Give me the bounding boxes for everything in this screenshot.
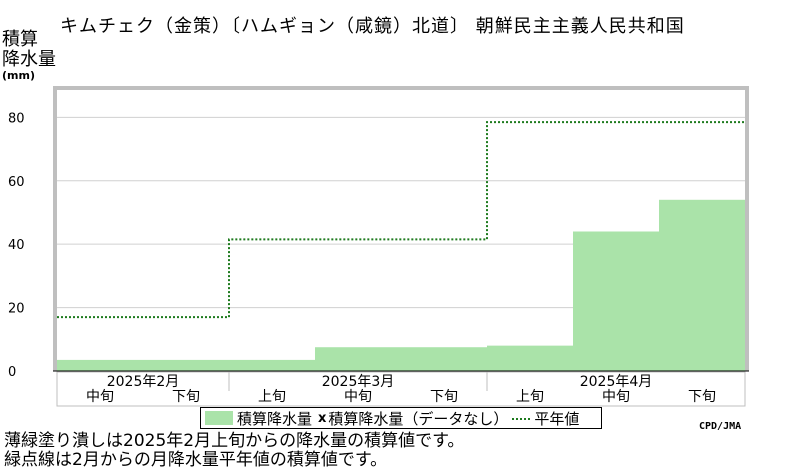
y-axis-label-line-2: 降水量 — [2, 49, 56, 70]
month-label: 2025年2月 — [107, 374, 180, 390]
bar — [573, 231, 659, 371]
period-label: 下旬 — [688, 389, 716, 405]
legend: 積算降水量 x 積算降水量（データなし） 平年値 — [200, 407, 602, 429]
month-label: 2025年3月 — [322, 374, 395, 390]
period-label: 中旬 — [344, 389, 372, 405]
month-label: 2025年4月 — [580, 374, 653, 390]
period-label: 中旬 — [602, 389, 630, 405]
period-label: 中旬 — [86, 389, 114, 405]
x-axis-panel — [56, 371, 746, 407]
period-label: 下旬 — [172, 389, 200, 405]
legend-bar-swatch — [205, 411, 233, 425]
y-tick-label: 0 — [8, 365, 16, 380]
period-label: 上旬 — [516, 389, 544, 405]
y-tick-label: 80 — [8, 111, 25, 126]
notes: 薄緑塗り潰しは2025年2月上旬からの降水量の積算値です。 緑点線は2月からの月… — [4, 432, 464, 470]
note-line-1: 薄緑塗り潰しは2025年2月上旬からの降水量の積算値です。 — [4, 431, 465, 451]
y-tick-label: 40 — [8, 238, 25, 253]
bar — [229, 359, 315, 371]
y-tick-label: 20 — [8, 302, 25, 317]
y-axis-label: 積算 降水量 (mm) — [2, 30, 56, 82]
bar — [315, 347, 401, 371]
bar — [143, 359, 229, 371]
y-axis-label-line-1: 積算 — [2, 29, 38, 50]
legend-bar-label: 積算降水量 — [237, 409, 313, 428]
note-line-2: 緑点線は2月からの月降水量平年値の積算値です。 — [4, 450, 388, 470]
bar — [659, 199, 745, 371]
legend-nodata-mark: x — [318, 410, 327, 426]
chart-title: キムチェク（金策）〔ハムギョン（咸鏡）北道〕 朝鮮民主主義人民共和国 — [60, 16, 685, 37]
bar — [401, 347, 487, 371]
credit: CPD/JMA — [699, 421, 742, 432]
normal-line — [57, 121, 745, 319]
y-tick-label: 60 — [8, 175, 25, 190]
legend-normal-swatch — [512, 418, 531, 420]
y-axis-unit: (mm) — [2, 69, 35, 82]
legend-normal-label: 平年値 — [534, 409, 580, 428]
bar — [487, 345, 573, 371]
bar — [57, 359, 143, 371]
period-label: 上旬 — [258, 389, 286, 405]
period-label: 下旬 — [430, 389, 458, 405]
legend-nodata-label: 積算降水量（データなし） — [328, 409, 509, 428]
